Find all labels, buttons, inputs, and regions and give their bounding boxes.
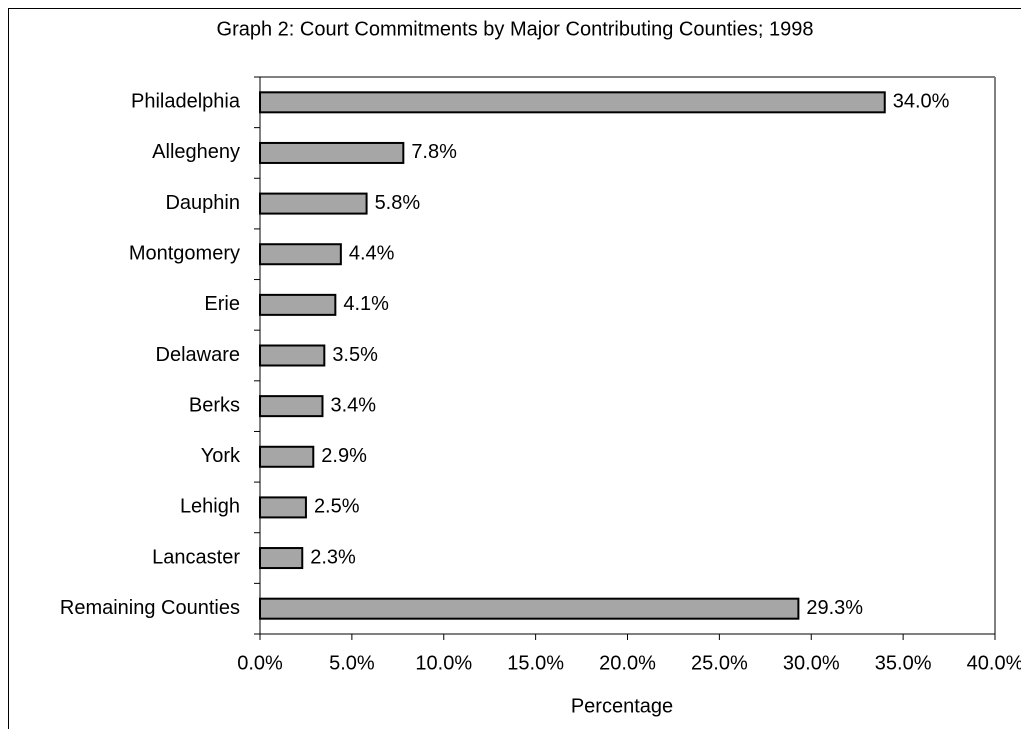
data-label: 3.4%	[330, 394, 376, 416]
y-tick-label: Lancaster	[152, 546, 240, 568]
data-label: 2.3%	[310, 546, 356, 568]
bar	[259, 597, 800, 620]
bar	[259, 91, 886, 114]
x-axis-title: Percentage	[571, 695, 673, 717]
bar	[259, 395, 324, 418]
x-tick-label: 0.0%	[237, 652, 283, 674]
bar	[259, 141, 405, 164]
data-label: 2.5%	[314, 496, 360, 518]
x-tick-label: 20.0%	[599, 652, 656, 674]
data-label: 29.3%	[806, 597, 863, 619]
bar	[259, 243, 342, 266]
x-tick-label: 35.0%	[875, 652, 932, 674]
y-tick-label: Philadelphia	[131, 91, 241, 113]
y-tick-label: Montgomery	[129, 243, 240, 265]
x-tick-label: 10.0%	[415, 652, 472, 674]
data-label: 3.5%	[332, 344, 378, 366]
bar	[259, 547, 304, 570]
y-tick-label: Allegheny	[152, 141, 240, 163]
data-label: 4.4%	[349, 243, 395, 265]
data-label: 5.8%	[375, 192, 421, 214]
y-tick-label: Remaining Counties	[60, 597, 240, 619]
bar	[259, 496, 307, 519]
x-tick-label: 30.0%	[783, 652, 840, 674]
data-label: 4.1%	[343, 293, 389, 315]
x-tick-label: 15.0%	[507, 652, 564, 674]
x-tick-label: 40.0%	[967, 652, 1021, 674]
data-label: 7.8%	[411, 141, 457, 163]
y-tick-label: Dauphin	[165, 192, 240, 214]
y-tick-label: Erie	[204, 293, 240, 315]
x-tick-label: 5.0%	[329, 652, 375, 674]
y-tick-label: Lehigh	[180, 496, 240, 518]
data-label: 2.9%	[321, 445, 367, 467]
y-tick-label: York	[201, 445, 241, 467]
bar	[259, 293, 337, 316]
chart-title: Graph 2: Court Commitments by Major Cont…	[217, 18, 814, 40]
bar	[259, 344, 326, 367]
data-label: 34.0%	[893, 91, 950, 113]
bar	[259, 192, 368, 215]
x-tick-label: 25.0%	[691, 652, 748, 674]
bar	[259, 445, 315, 468]
y-tick-label: Berks	[189, 394, 240, 416]
y-tick-label: Delaware	[156, 344, 240, 366]
